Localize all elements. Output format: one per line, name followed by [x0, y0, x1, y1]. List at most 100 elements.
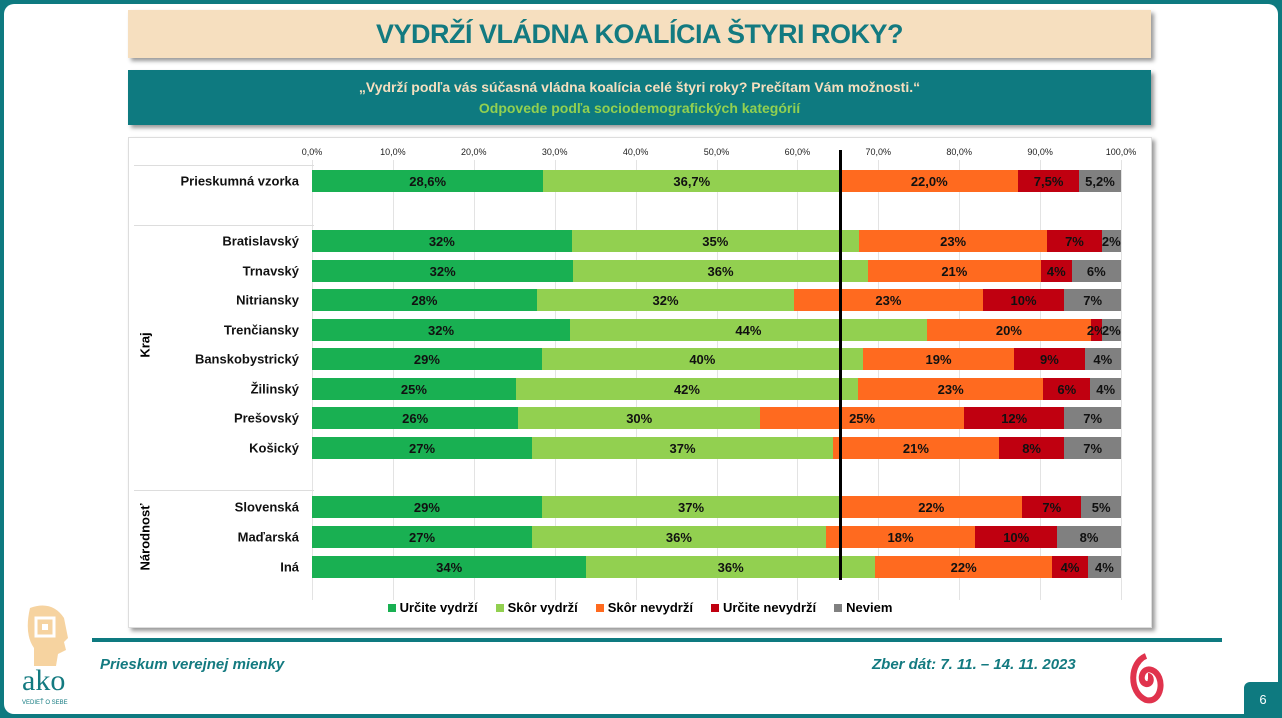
bar-segment: 2% [1101, 319, 1121, 341]
bar-segment: 6% [1043, 378, 1091, 400]
legend-item: Skôr vydrží [495, 600, 578, 615]
category-label: Maďarská [237, 529, 299, 545]
category-label: Bratislavský [222, 233, 299, 249]
stacked-bar-chart: 0,0% 10,0% 20,0% 30,0% 40,0% 50,0% 60,0% 70,0% 8… [128, 137, 1152, 628]
x-tick-label: 70,0% [865, 147, 892, 157]
bar-segment: 25% [312, 378, 516, 400]
bar-segment: 32% [536, 289, 795, 311]
bar-segment: 32% [312, 319, 571, 341]
bar-segment: 4% [1087, 556, 1121, 578]
category-label: Banskobystrický [194, 351, 299, 367]
bar-segment: 23% [858, 378, 1044, 400]
bar-segment: 21% [832, 437, 999, 459]
bar-segment: 5,2% [1078, 170, 1121, 192]
bar-segment: 30% [518, 407, 761, 429]
legend-swatch [710, 604, 719, 612]
footer-divider [92, 638, 1222, 642]
bar-segment: 2% [1101, 230, 1121, 252]
category-label: Iná [280, 559, 299, 575]
legend-swatch [495, 604, 504, 612]
x-tick-label: 80,0% [946, 147, 972, 157]
bar-segment: 35% [571, 230, 859, 252]
bar-segment: 25% [760, 407, 965, 429]
bar-segment: 27% [312, 437, 533, 459]
bar-segment: 4% [1084, 348, 1121, 370]
gridline [1121, 160, 1122, 600]
bar-segment: 29% [312, 348, 542, 370]
legend-item: Určite vydrží [387, 600, 478, 615]
group-separator [134, 490, 314, 491]
bar-segment: 7% [1022, 496, 1082, 518]
legend-item: Neviem [834, 600, 892, 615]
legend-swatch [387, 604, 396, 612]
bar-segment: 19% [862, 348, 1015, 370]
bar-segment: 36% [573, 260, 868, 282]
page-title: VYDRŽÍ VLÁDNA KOALÍCIA ŠTYRI ROKY? [128, 10, 1151, 58]
bar-segment: 37% [541, 496, 841, 518]
x-tick-label: 90,0% [1027, 147, 1053, 157]
bar-segment: 18% [825, 526, 976, 548]
bar-segment: 42% [515, 378, 859, 400]
bar-segment: 4% [1040, 260, 1072, 282]
spiral-logo-icon [1126, 652, 1166, 709]
group-separator [134, 165, 314, 166]
x-tick-label: 50,0% [703, 147, 730, 157]
bar-segment: 7% [1064, 289, 1121, 311]
category-label: Prešovský [233, 410, 299, 426]
bar-segment: 36,7% [543, 170, 841, 192]
category-label: Slovenská [234, 499, 299, 515]
bar-segment: 36% [586, 556, 876, 578]
bar-segment: 10% [982, 289, 1065, 311]
bar-segment: 4% [1052, 556, 1088, 578]
bar-segment: 22,0% [840, 170, 1019, 192]
category-label: Košický [249, 440, 299, 456]
svg-text:ako: ako [22, 664, 65, 697]
bar-segment: 27% [312, 526, 533, 548]
category-label: Trenčiansky [223, 322, 299, 338]
group-separator [134, 225, 314, 226]
svg-text:VEDIEŤ O SEBE: VEDIEŤ O SEBE [22, 698, 68, 706]
bar-segment: 26% [312, 407, 519, 429]
bar-segment: 8% [998, 437, 1065, 459]
bar-segment: 7% [1064, 407, 1121, 429]
category-label: Žilinský [250, 381, 299, 397]
legend-item: Určite nevydrží [710, 600, 817, 615]
x-tick-label: 30,0% [541, 147, 568, 157]
ako-logo: ako VEDIEŤ O SEBE [20, 604, 80, 708]
legend-label: Skôr vydrží [507, 600, 578, 615]
bar-segment: 28,6% [312, 170, 544, 192]
bar-segment: 7% [1047, 230, 1102, 252]
bar-segment: 22% [875, 556, 1053, 578]
bar-segment: 8% [1057, 526, 1121, 548]
question-box: „Vydrží podľa vás súčasná vládna koalíci… [128, 70, 1151, 125]
bar-segment: 6% [1071, 260, 1121, 282]
legend: Určite vydrží Skôr vydrží Skôr nevydrží Urč… [129, 600, 1151, 615]
bar-segment: 34% [312, 556, 587, 578]
bar-segment: 21% [867, 260, 1041, 282]
bar-segment: 5% [1081, 496, 1121, 518]
x-tick-label: 60,0% [784, 147, 811, 157]
bar-segment: 20% [926, 319, 1092, 341]
x-tick-label: 10,0% [380, 147, 406, 157]
bar-segment: 12% [964, 407, 1065, 429]
category-label: Nitriansky [236, 292, 299, 308]
legend-item: Skôr nevydrží [595, 600, 693, 615]
legend-label: Určite nevydrží [722, 600, 817, 615]
legend-label: Skôr nevydrží [607, 600, 693, 615]
bar-segment: 7,5% [1018, 170, 1079, 192]
category-label: Trnavský [242, 263, 299, 279]
reference-line [839, 150, 843, 580]
category-label: Prieskumná vzorka [180, 173, 299, 189]
x-tick-label: 40,0% [622, 147, 649, 157]
bar-segment: 23% [794, 289, 983, 311]
x-tick-label: 20,0% [461, 147, 487, 157]
legend-swatch [834, 604, 843, 612]
footer-date: Zber dát: 7. 11. – 14. 11. 2023 [872, 656, 1076, 673]
bar-segment: 10% [975, 526, 1058, 548]
bar-segment: 22% [840, 496, 1023, 518]
question-text: „Vydrží podľa vás súčasná vládna koalíci… [358, 79, 921, 95]
x-tick-label: 0,0% [301, 147, 323, 157]
bar-segment: 32% [312, 230, 572, 252]
bar-segment: 44% [570, 319, 927, 341]
x-tick-label: 100,0% [1105, 147, 1137, 157]
